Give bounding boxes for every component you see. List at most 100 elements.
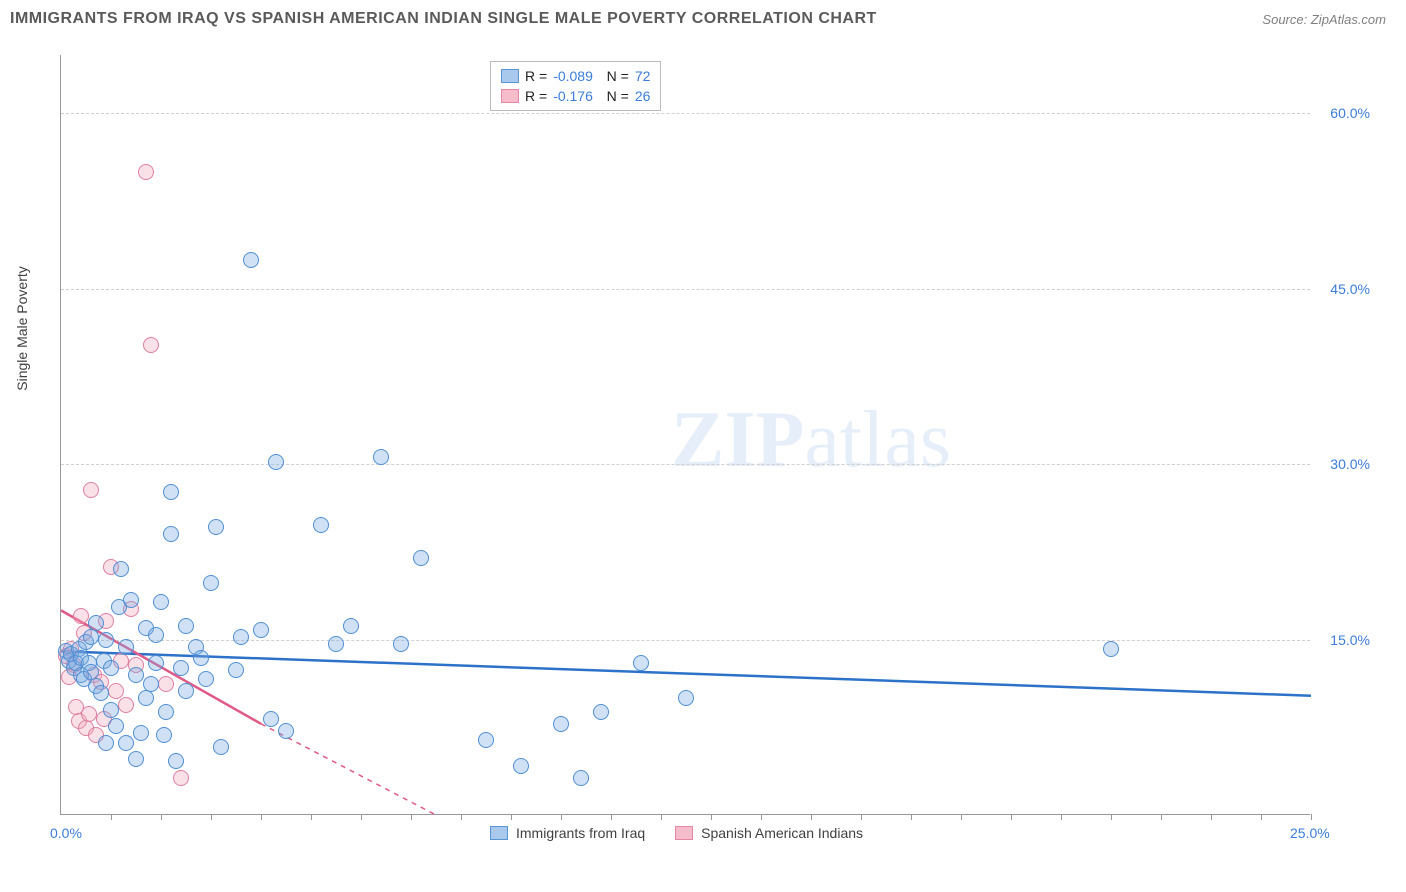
- scatter-point-blue: [373, 449, 389, 465]
- x-tick: [161, 814, 162, 820]
- scatter-point-blue: [208, 519, 224, 535]
- legend-swatch: [501, 69, 519, 83]
- scatter-point-blue: [243, 252, 259, 268]
- scatter-point-pink: [173, 770, 189, 786]
- source-value: ZipAtlas.com: [1311, 12, 1386, 27]
- x-tick: [961, 814, 962, 820]
- chart-title: IMMIGRANTS FROM IRAQ VS SPANISH AMERICAN…: [10, 10, 877, 28]
- scatter-point-pink: [158, 676, 174, 692]
- y-axis-label: Single Male Poverty: [14, 266, 30, 391]
- scatter-point-blue: [143, 676, 159, 692]
- scatter-point-blue: [163, 526, 179, 542]
- scatter-point-blue: [113, 561, 129, 577]
- scatter-point-blue: [633, 655, 649, 671]
- scatter-point-blue: [198, 671, 214, 687]
- x-tick: [861, 814, 862, 820]
- scatter-point-blue: [168, 753, 184, 769]
- scatter-point-blue: [138, 690, 154, 706]
- x-axis-origin-label: 0.0%: [50, 825, 82, 841]
- legend-n-label: N =: [599, 88, 629, 104]
- y-tick-label: 15.0%: [1330, 632, 1370, 648]
- scatter-point-blue: [148, 655, 164, 671]
- scatter-point-blue: [233, 629, 249, 645]
- scatter-point-blue: [103, 702, 119, 718]
- legend-stat-row: R = -0.089 N = 72: [501, 66, 650, 86]
- x-tick: [611, 814, 612, 820]
- x-tick: [1261, 814, 1262, 820]
- source-attribution: Source: ZipAtlas.com: [1262, 12, 1386, 27]
- scatter-point-blue: [148, 627, 164, 643]
- legend-series-item: Spanish American Indians: [675, 825, 863, 841]
- legend-swatch: [490, 826, 508, 840]
- scatter-point-blue: [1103, 641, 1119, 657]
- scatter-point-pink: [83, 482, 99, 498]
- scatter-point-blue: [83, 629, 99, 645]
- scatter-point-pink: [118, 697, 134, 713]
- y-tick-label: 60.0%: [1330, 105, 1370, 121]
- legend-series-label: Immigrants from Iraq: [516, 825, 645, 841]
- scatter-point-blue: [343, 618, 359, 634]
- legend-n-value: 72: [635, 68, 651, 84]
- x-tick: [1211, 814, 1212, 820]
- y-tick-label: 30.0%: [1330, 456, 1370, 472]
- scatter-point-pink: [81, 706, 97, 722]
- x-tick: [911, 814, 912, 820]
- legend-n-value: 26: [635, 88, 651, 104]
- scatter-point-blue: [98, 735, 114, 751]
- scatter-point-blue: [513, 758, 529, 774]
- scatter-point-blue: [98, 632, 114, 648]
- x-tick: [111, 814, 112, 820]
- grid-line: [61, 289, 1310, 290]
- scatter-point-blue: [178, 618, 194, 634]
- x-tick: [461, 814, 462, 820]
- scatter-point-blue: [313, 517, 329, 533]
- scatter-point-blue: [93, 685, 109, 701]
- x-tick: [411, 814, 412, 820]
- legend-r-value: -0.089: [553, 68, 593, 84]
- x-tick: [1061, 814, 1062, 820]
- scatter-point-blue: [413, 550, 429, 566]
- scatter-point-blue: [393, 636, 409, 652]
- scatter-point-blue: [178, 683, 194, 699]
- scatter-point-blue: [163, 484, 179, 500]
- watermark-bold: ZIP: [671, 396, 804, 484]
- legend-series-label: Spanish American Indians: [701, 825, 863, 841]
- chart-container: Single Male Poverty ZIPatlas 15.0%30.0%4…: [50, 55, 1390, 835]
- x-tick: [761, 814, 762, 820]
- scatter-point-blue: [158, 704, 174, 720]
- scatter-point-blue: [103, 660, 119, 676]
- y-tick-label: 45.0%: [1330, 281, 1370, 297]
- legend-series-item: Immigrants from Iraq: [490, 825, 645, 841]
- series-legend: Immigrants from Iraq Spanish American Ind…: [490, 825, 863, 841]
- watermark: ZIPatlas: [671, 395, 951, 486]
- scatter-point-pink: [138, 164, 154, 180]
- scatter-point-blue: [278, 723, 294, 739]
- scatter-point-pink: [73, 608, 89, 624]
- scatter-point-blue: [328, 636, 344, 652]
- scatter-point-blue: [253, 622, 269, 638]
- legend-r-value: -0.176: [553, 88, 593, 104]
- scatter-point-pink: [143, 337, 159, 353]
- scatter-point-blue: [128, 751, 144, 767]
- x-tick: [1111, 814, 1112, 820]
- scatter-point-blue: [173, 660, 189, 676]
- scatter-point-blue: [156, 727, 172, 743]
- legend-swatch: [501, 89, 519, 103]
- legend-r-label: R =: [525, 88, 547, 104]
- x-tick: [811, 814, 812, 820]
- scatter-point-pink: [108, 683, 124, 699]
- scatter-point-blue: [203, 575, 219, 591]
- x-tick: [711, 814, 712, 820]
- scatter-point-blue: [213, 739, 229, 755]
- x-tick: [361, 814, 362, 820]
- scatter-point-blue: [263, 711, 279, 727]
- scatter-point-blue: [573, 770, 589, 786]
- scatter-point-blue: [128, 667, 144, 683]
- grid-line: [61, 113, 1310, 114]
- scatter-point-blue: [268, 454, 284, 470]
- x-tick: [211, 814, 212, 820]
- x-tick: [1161, 814, 1162, 820]
- plot-area: ZIPatlas 15.0%30.0%45.0%60.0%: [60, 55, 1310, 815]
- scatter-point-blue: [118, 735, 134, 751]
- x-tick: [311, 814, 312, 820]
